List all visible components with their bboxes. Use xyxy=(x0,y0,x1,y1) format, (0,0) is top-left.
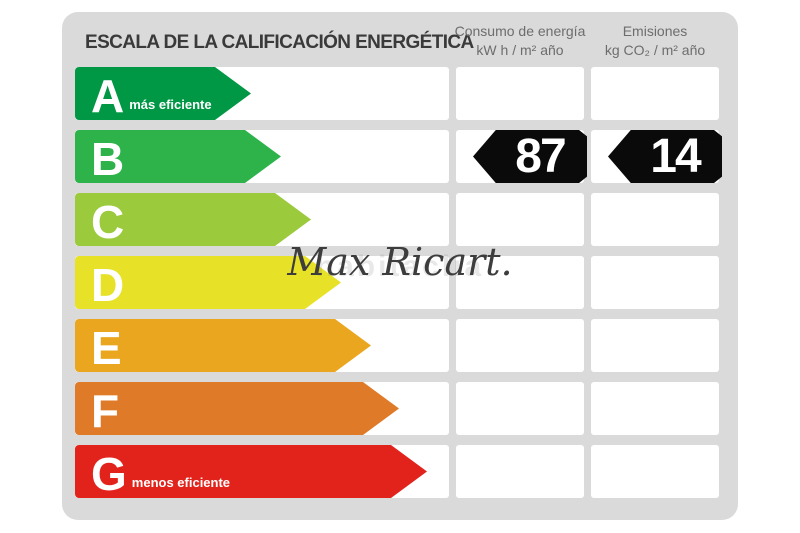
scale-cell-c: C xyxy=(75,193,449,246)
consumption-value-cell-g xyxy=(456,445,584,498)
rating-letter: A xyxy=(91,69,125,122)
rating-arrow-b: B xyxy=(75,130,281,183)
rating-row-c: C xyxy=(75,193,719,246)
emissions-header-units: kg CO₂ / m² año xyxy=(604,42,706,58)
emissions-value-cell-a xyxy=(591,67,719,120)
rating-row-b: B 87 14 xyxy=(75,130,722,183)
rating-letter: D xyxy=(91,258,125,311)
rating-arrow-f: F xyxy=(75,382,399,435)
emissions-value-tag: 14 xyxy=(608,130,722,183)
signature-watermark: Max Ricart. xyxy=(287,240,513,284)
energy-certificate-panel: ESCALA DE LA CALIFICACIÓN ENERGÉTICA Con… xyxy=(62,12,738,520)
consumption-value-tag: 87 xyxy=(473,130,587,183)
ghost-watermark: habitaclia xyxy=(315,250,485,283)
rating-letter: G xyxy=(91,447,127,500)
consumption-value-cell-f xyxy=(456,382,584,435)
consumption-column-header: Consumo de energía kW h / m² año xyxy=(435,22,605,60)
efficiency-note: más eficiente xyxy=(129,97,212,112)
scale-cell-d: D xyxy=(75,256,449,309)
consumption-value-cell-c xyxy=(456,193,584,246)
scale-cell-e: E xyxy=(75,319,449,372)
consumption-value-cell-e xyxy=(456,319,584,372)
efficiency-note: menos eficiente xyxy=(131,475,231,490)
rating-letter: E xyxy=(91,321,122,374)
emissions-value-cell-d xyxy=(591,256,719,309)
rating-letter: C xyxy=(91,195,125,248)
consumption-value-cell-b: 87 xyxy=(456,130,587,183)
rating-row-e: E xyxy=(75,319,719,372)
rating-letter: F xyxy=(91,384,120,437)
emissions-value-cell-b: 14 xyxy=(591,130,722,183)
emissions-value-cell-f xyxy=(591,382,719,435)
rating-letter: B xyxy=(91,132,125,185)
rating-arrow-d: D xyxy=(75,256,341,309)
panel-title: ESCALA DE LA CALIFICACIÓN ENERGÉTICA xyxy=(85,32,474,53)
scale-cell-f: F xyxy=(75,382,449,435)
emissions-value-cell-e xyxy=(591,319,719,372)
consumption-header-line1: Consumo de energía xyxy=(454,23,586,39)
emissions-value-cell-c xyxy=(591,193,719,246)
consumption-value-cell-d xyxy=(456,256,584,309)
rating-row-f: F xyxy=(75,382,719,435)
rating-row-d: D xyxy=(75,256,719,309)
consumption-value-cell-a xyxy=(456,67,584,120)
emissions-header-line1: Emisiones xyxy=(622,23,688,39)
emissions-column-header: Emisiones kg CO₂ / m² año xyxy=(570,22,740,60)
rating-arrow-e: E xyxy=(75,319,371,372)
consumption-header-units: kW h / m² año xyxy=(476,42,564,58)
emissions-value-cell-g xyxy=(591,445,719,498)
rating-arrow-c: C xyxy=(75,193,311,246)
scale-cell-b: B xyxy=(75,130,449,183)
